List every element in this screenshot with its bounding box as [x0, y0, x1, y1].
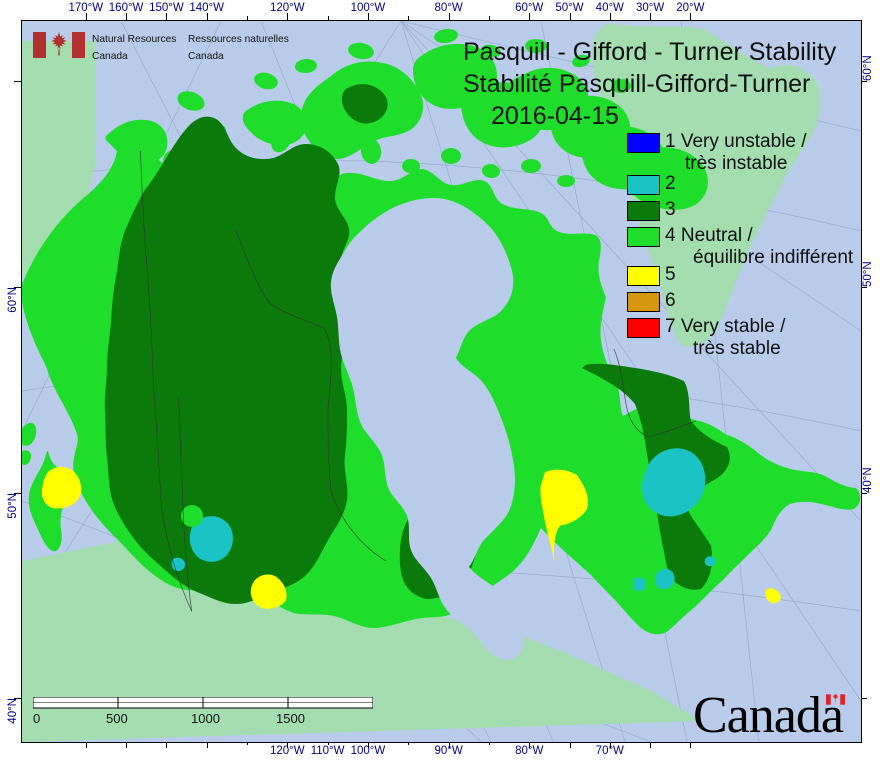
svg-text:1000: 1000 [191, 711, 220, 726]
svg-text:500: 500 [106, 711, 128, 726]
svg-text:1500: 1500 [276, 711, 305, 726]
svg-text:0: 0 [33, 711, 40, 726]
